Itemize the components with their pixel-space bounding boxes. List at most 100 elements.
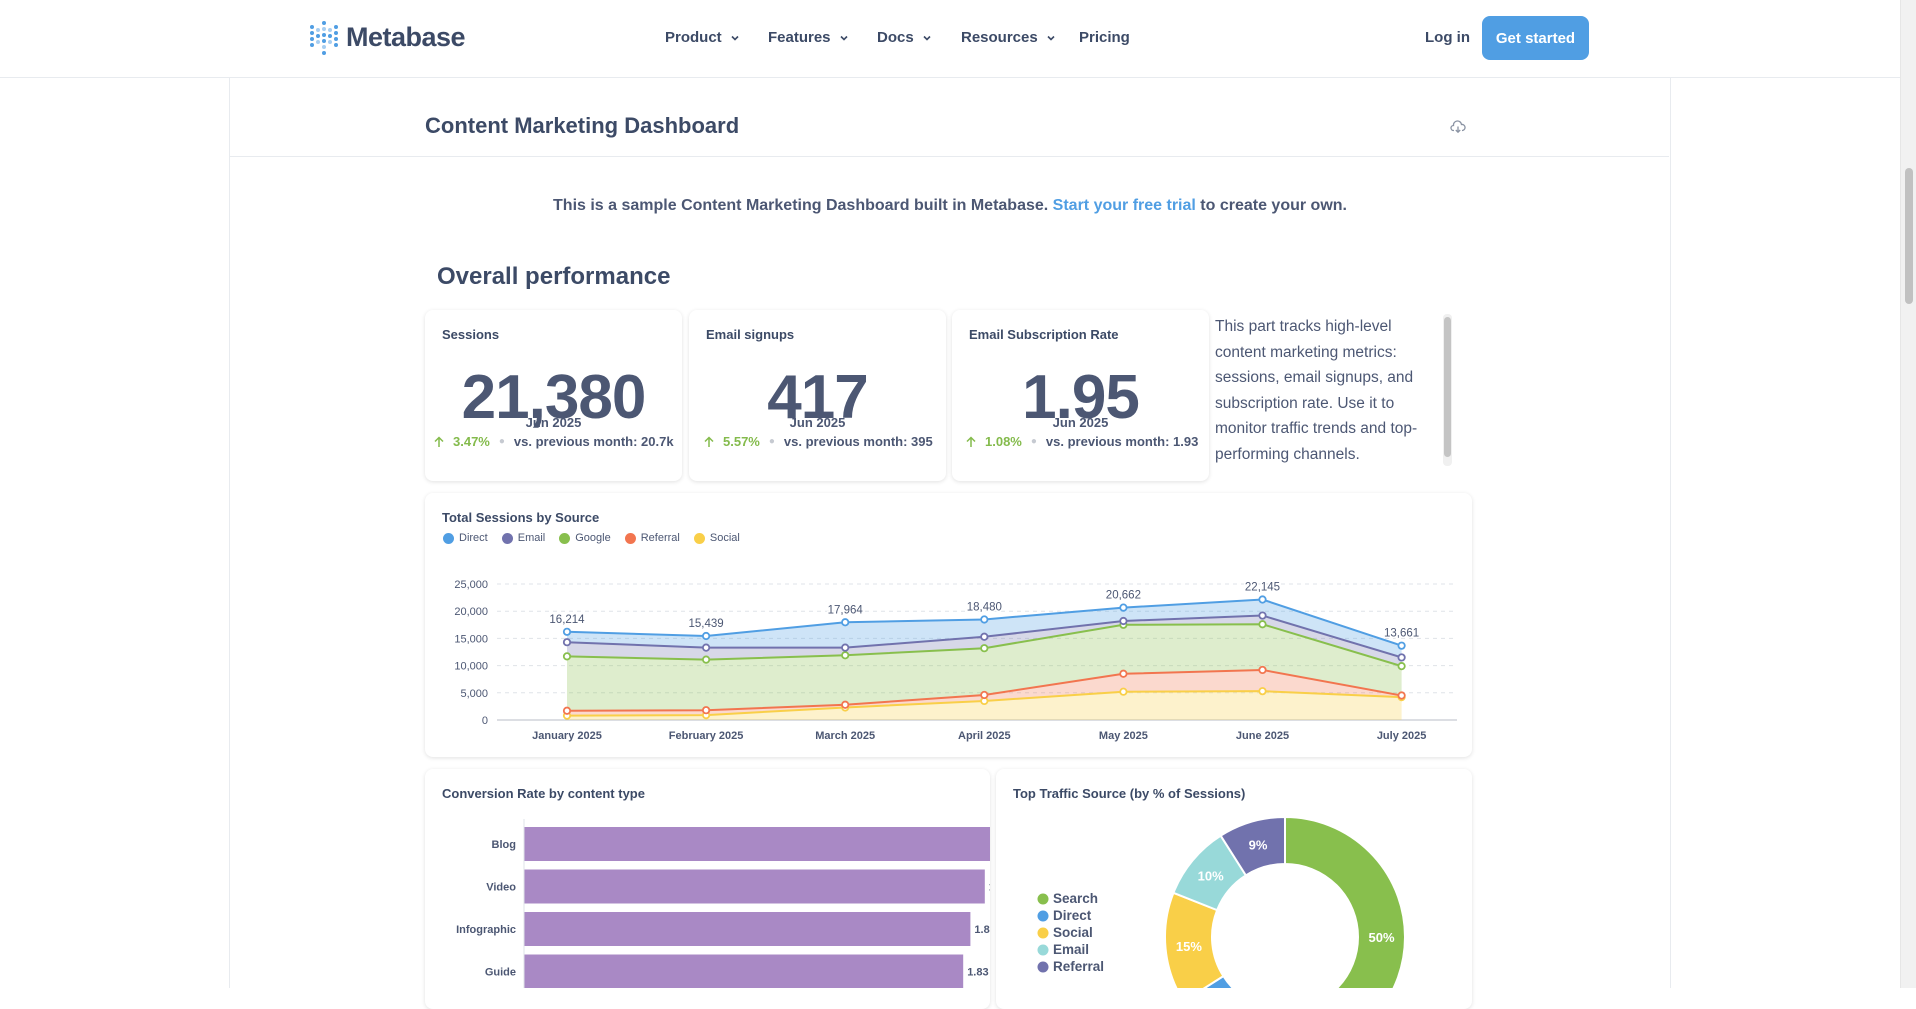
nav-resources[interactable]: Resources — [961, 29, 1056, 46]
previous-value: vs. previous month: 20.7k — [513, 434, 674, 449]
nav-docs[interactable]: Docs — [877, 29, 932, 46]
page-scrollbar[interactable] — [1900, 0, 1916, 988]
legend-item[interactable]: Google — [559, 532, 611, 544]
legend-label: Referral — [1053, 959, 1104, 974]
data-point — [562, 652, 572, 661]
data-point — [1119, 616, 1128, 626]
data-point — [980, 632, 989, 641]
card-title: Email signups — [706, 327, 795, 342]
arrow-up-icon — [704, 435, 714, 447]
x-tick-label: April 2025 — [958, 730, 1011, 742]
separator-dot: ● — [768, 436, 775, 447]
text-card-scrollbar[interactable] — [1443, 314, 1452, 466]
legend-label: Social — [1053, 925, 1093, 940]
data-point — [701, 643, 711, 652]
data-label: 1.92 — [989, 882, 990, 894]
sessions-card[interactable]: Sessions 21,380 Jun 2025 3.47% ● vs. pre… — [425, 310, 682, 481]
donut-slice-direct — [1202, 974, 1235, 988]
data-point — [1258, 665, 1267, 675]
card-title: Sessions — [442, 327, 500, 342]
login-link[interactable]: Log in — [1425, 29, 1470, 46]
chart-legend: Direct Email Google Referral Social — [443, 532, 754, 544]
get-started-button[interactable]: Get started — [1482, 16, 1589, 60]
page-scrollbar-thumb[interactable] — [1905, 168, 1913, 304]
arrow-up-icon — [966, 435, 976, 447]
email-signups-card[interactable]: Email signups 417 Jun 2025 5.57% ● vs. p… — [689, 310, 946, 481]
nav-pricing[interactable]: Pricing — [1079, 29, 1130, 46]
data-label: 13,661 — [1384, 628, 1419, 640]
data-point — [701, 655, 711, 664]
data-point — [841, 618, 850, 627]
conversion-bar-chart[interactable]: Blog1.98Video1.92Infographic1.86Guide1.8… — [425, 815, 990, 988]
legend-swatch — [559, 532, 571, 544]
bar — [524, 954, 964, 988]
data-label: 22,145 — [1245, 582, 1280, 594]
sessions-area-chart[interactable]: 0 5,000 10,000 15,000 20,000 25,000 16,214 15,4… — [425, 560, 1472, 745]
arrow-up-icon — [434, 435, 444, 447]
delta-percent: 3.47% — [453, 434, 490, 449]
legend-label: Email — [1053, 942, 1089, 957]
data-point — [841, 700, 850, 709]
data-point — [1397, 641, 1406, 650]
data-point — [1258, 595, 1267, 604]
nav-label: Features — [768, 29, 831, 46]
intro-text: This is a sample Content Marketing Dashb… — [0, 197, 1900, 215]
category-label: Video — [486, 882, 516, 894]
chevron-down-icon — [1047, 35, 1055, 41]
data-point — [1119, 687, 1128, 696]
legend-item[interactable]: Email — [501, 532, 546, 544]
area-social — [567, 691, 1402, 720]
legend-item[interactable]: Referral — [624, 532, 680, 544]
free-trial-link[interactable]: Start your free trial — [1052, 197, 1196, 214]
traffic-source-donut-chart[interactable]: 50% 15% 10% 9% Search Direct Social Email Referr… — [996, 805, 1472, 988]
separator-dot: ● — [498, 436, 505, 447]
card-title: Conversion Rate by content type — [442, 786, 645, 801]
scalar-period: Jun 2025 — [525, 415, 582, 430]
donut-slice-search — [1284, 815, 1406, 988]
description-text-card: This part tracks high-level content mark… — [1215, 314, 1455, 474]
slice-label: 15% — [1176, 939, 1202, 954]
donut-slice-referral — [1219, 815, 1286, 877]
scalar-comparison: 1.08% ● vs. previous month: 1.93 — [965, 434, 1198, 449]
slice-label: 50% — [1368, 930, 1394, 945]
nav-features[interactable]: Features — [768, 29, 849, 46]
data-point — [980, 644, 989, 653]
data-point — [1258, 611, 1267, 620]
logo-wordmark: Metabase — [346, 21, 466, 52]
legend-label: Email — [517, 532, 546, 544]
nav-product[interactable]: Product — [665, 29, 740, 46]
metabase-logo[interactable]: Metabase — [308, 19, 466, 55]
legend-label: Direct — [459, 532, 488, 544]
delta-percent: 1.08% — [985, 434, 1022, 449]
data-point — [841, 651, 850, 660]
slice-label: 9% — [1249, 837, 1268, 852]
scalar-period: Jun 2025 — [1052, 415, 1109, 430]
x-tick-label: March 2025 — [815, 730, 875, 742]
legend-label: Search — [1053, 891, 1098, 906]
data-label: 16,214 — [549, 614, 585, 626]
email-subscription-rate-card[interactable]: Email Subscription Rate 1.95 Jun 2025 1.… — [952, 310, 1209, 481]
nav-label: Docs — [877, 29, 914, 46]
scalar-value: 417 — [767, 363, 868, 432]
legend-swatch — [624, 532, 636, 544]
delta-percent: 5.57% — [723, 434, 760, 449]
intro-before: This is a sample Content Marketing Dashb… — [553, 197, 1049, 214]
data-point — [1397, 653, 1406, 662]
download-icon[interactable] — [1450, 119, 1466, 135]
legend-item[interactable]: Social — [693, 532, 740, 544]
scalar-comparison: 3.47% ● vs. previous month: 20.7k — [433, 434, 674, 449]
data-point — [1397, 662, 1406, 671]
data-point — [1258, 620, 1267, 629]
legend-swatch — [1037, 927, 1049, 939]
legend-swatch — [443, 532, 454, 544]
x-tick-label: May 2025 — [1099, 730, 1148, 742]
scrollbar-thumb[interactable] — [1444, 317, 1451, 457]
nav-label: Product — [665, 29, 722, 46]
y-tick-label: 0 — [482, 715, 488, 727]
data-label: 15,439 — [689, 618, 724, 630]
legend-swatch — [693, 532, 705, 544]
data-point — [980, 690, 989, 700]
sessions-by-source-card[interactable]: Total Sessions by Source — [425, 493, 1472, 757]
legend-item[interactable]: Direct — [443, 532, 488, 544]
data-label: 20,662 — [1106, 590, 1141, 602]
